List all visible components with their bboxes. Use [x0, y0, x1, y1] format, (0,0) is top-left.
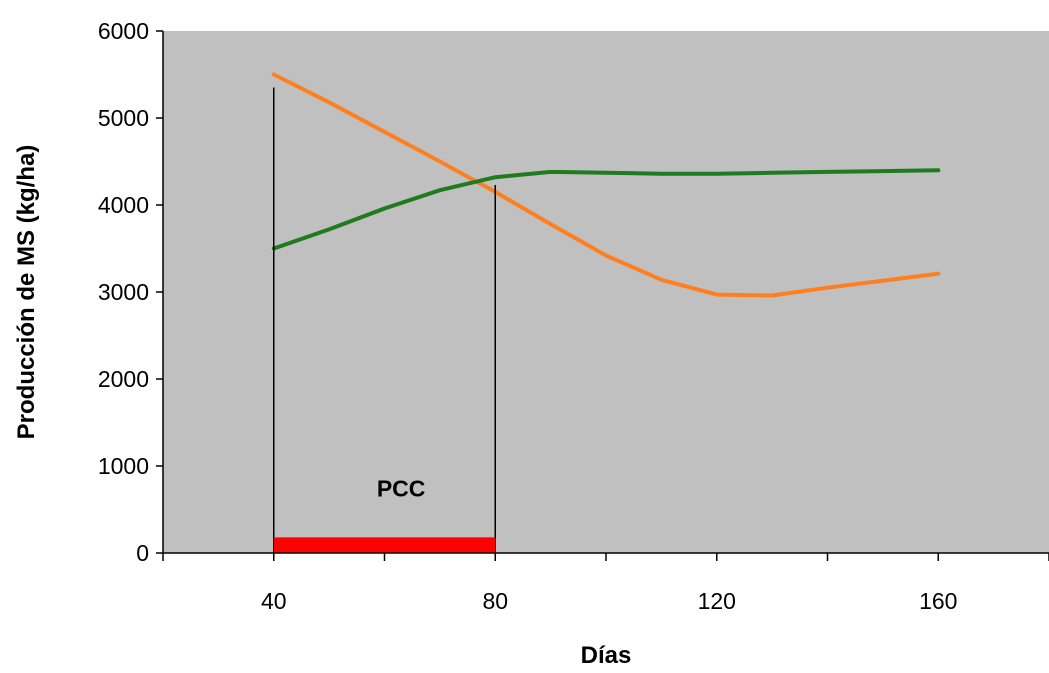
- x-axis-title: Días: [581, 642, 632, 669]
- y-tick-label: 0: [136, 540, 149, 566]
- pcc-label: PCC: [377, 475, 426, 501]
- x-tick-label: 120: [698, 588, 736, 614]
- pcc-bar: [273, 537, 496, 553]
- y-tick-label: 5000: [98, 105, 149, 131]
- y-tick-label: 2000: [98, 366, 149, 392]
- annotation-layer: PCC: [273, 87, 496, 553]
- y-tick-label: 3000: [98, 279, 149, 305]
- x-tick-label: 40: [261, 588, 287, 614]
- x-tick-label: 160: [919, 588, 957, 614]
- y-axis-title: Producción de MS (kg/ha): [13, 145, 40, 440]
- axis-layer: 0 1000 2000 3000 4000 5000 6000 40 80 120 160: [98, 18, 1049, 614]
- series-layer: [271, 72, 941, 298]
- plot-area: [163, 31, 1049, 553]
- y-tick-label: 1000: [98, 453, 149, 479]
- series-line-0: [271, 72, 941, 298]
- y-tick-label: 6000: [98, 18, 149, 44]
- x-tick-label: 80: [482, 588, 508, 614]
- y-tick-label: 4000: [98, 192, 149, 218]
- series-line-1: [271, 168, 941, 251]
